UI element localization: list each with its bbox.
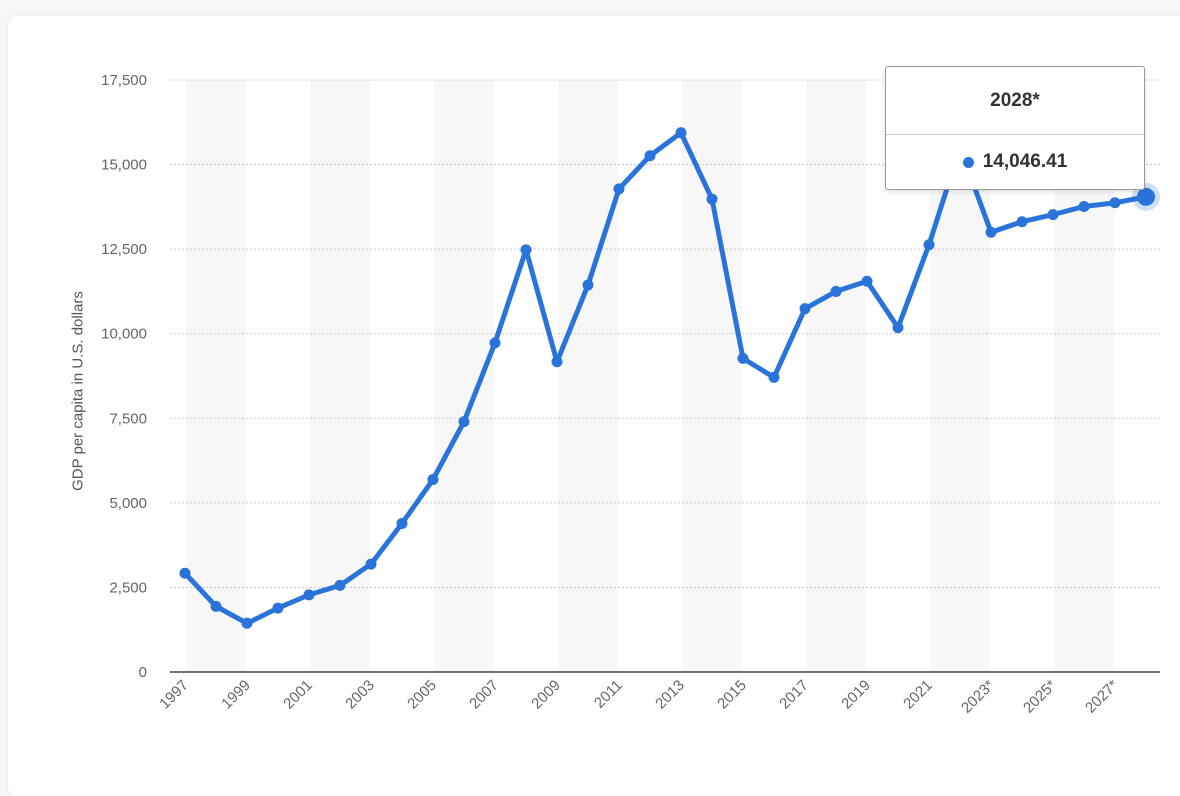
data-tooltip: 2028* 14,046.41 [885, 66, 1145, 190]
data-point-highlighted [1137, 187, 1155, 206]
tooltip-category: 2028* [886, 67, 1144, 135]
series-line [182, 130, 1149, 626]
x-tick-label: 2005 [404, 677, 440, 713]
data-point [241, 617, 253, 629]
x-tick-label: 2007 [466, 677, 502, 713]
data-point [737, 352, 749, 364]
series-dot-icon [962, 156, 974, 168]
x-tick-label: 2019 [838, 677, 874, 713]
data-point [923, 239, 935, 251]
data-point [892, 322, 904, 334]
data-point [644, 150, 656, 162]
data-point [675, 127, 687, 139]
x-tick-label: 2003 [342, 677, 378, 713]
y-tick-label: 0 [139, 664, 147, 681]
x-tick-label: 2023* [958, 677, 998, 717]
background-band [558, 80, 618, 672]
data-point [520, 244, 532, 256]
data-point [458, 416, 470, 428]
y-tick-label: 15,000 [101, 157, 147, 174]
data-point [1109, 197, 1121, 209]
x-tick-label: 1997 [156, 677, 192, 713]
data-point [861, 275, 873, 287]
data-point [179, 567, 191, 579]
x-tick-label: 2015 [714, 677, 750, 713]
x-tick-label: 1999 [218, 677, 254, 713]
y-tick-label: 17,500 [101, 72, 147, 89]
data-point [582, 279, 594, 291]
data-point [1078, 201, 1090, 213]
tooltip-value: 14,046.41 [982, 151, 1068, 172]
y-axis-title: GDP per capita in U.S. dollars [69, 291, 87, 491]
data-point [210, 600, 222, 612]
y-tick-label: 2,500 [109, 579, 147, 596]
data-point [1016, 216, 1028, 228]
x-tick-label: 2001 [280, 677, 316, 713]
data-point [489, 337, 501, 349]
data-point [272, 602, 284, 614]
y-tick-label: 7,500 [109, 410, 147, 427]
chart-card: 0 2,500 5,000 7,500 10,000 12,500 15,000 17,500… [8, 16, 1180, 796]
data-point [830, 285, 842, 297]
data-point [706, 193, 718, 205]
y-tick-label: 12,500 [101, 241, 147, 258]
data-point [1047, 209, 1059, 221]
data-point [985, 226, 997, 238]
x-tick-label: 2009 [528, 677, 564, 713]
background-band [186, 80, 246, 672]
data-point [768, 371, 780, 383]
data-point [365, 558, 377, 570]
background-band [682, 80, 742, 672]
x-tick-label: 2011 [591, 677, 626, 712]
x-tick-label: 2013 [652, 677, 688, 713]
gdp-line-chart: 0 2,500 5,000 7,500 10,000 12,500 15,000 17,500… [101, 72, 1160, 717]
data-point [427, 474, 439, 486]
tooltip-value-row: 14,046.41 [886, 135, 1144, 189]
x-tick-label: 2021 [900, 677, 936, 713]
background-band [434, 80, 494, 672]
y-tick-label: 10,000 [101, 326, 147, 343]
data-point [551, 356, 563, 368]
data-point [334, 579, 346, 591]
x-tick-label: 2025* [1020, 677, 1060, 717]
data-point [613, 183, 625, 195]
x-tick-label: 2027* [1082, 677, 1122, 717]
background-band [806, 80, 866, 672]
x-tick-label: 2017 [776, 677, 812, 713]
data-point [799, 303, 811, 315]
data-point [303, 589, 315, 601]
data-point [396, 517, 408, 529]
y-tick-label: 5,000 [109, 495, 147, 512]
